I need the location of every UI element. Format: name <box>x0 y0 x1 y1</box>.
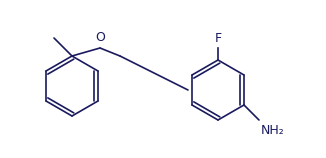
Text: NH₂: NH₂ <box>261 124 285 137</box>
Text: F: F <box>215 32 222 45</box>
Text: O: O <box>95 31 105 44</box>
